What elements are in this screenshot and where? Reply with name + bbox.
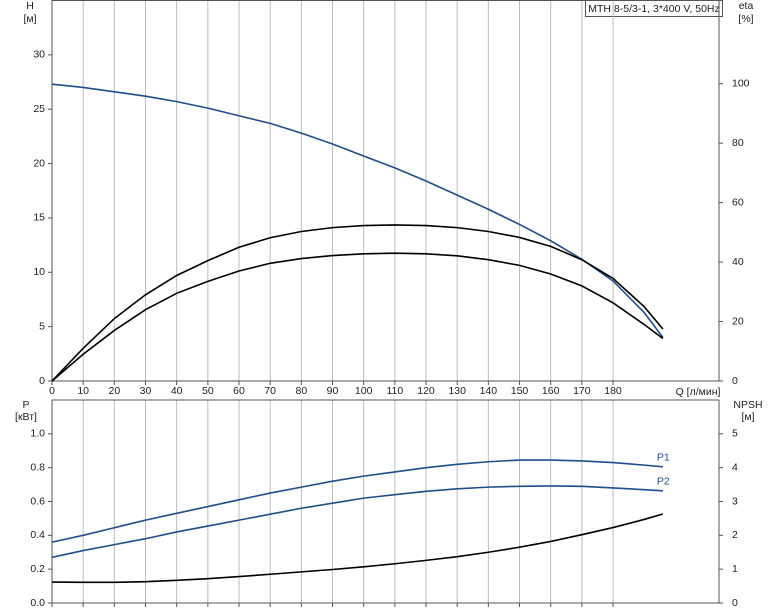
curve bbox=[51, 485, 663, 559]
curve-label: P2 bbox=[657, 476, 670, 488]
y-tick-label: 0.0 bbox=[30, 597, 45, 609]
y-tick-label: 0.6 bbox=[30, 495, 45, 507]
x-tick-label: 60 bbox=[233, 385, 245, 397]
y2-tick-label: 1 bbox=[732, 563, 738, 575]
x-tick-label: 10 bbox=[77, 385, 89, 397]
curve bbox=[51, 83, 664, 338]
y2-axis-unit: [м] bbox=[741, 411, 754, 423]
x-tick-label: 170 bbox=[573, 385, 591, 397]
y2-tick-label: 5 bbox=[732, 428, 738, 440]
y2-axis-label: eta bbox=[739, 0, 754, 12]
y-tick-label: 10 bbox=[33, 266, 45, 278]
x-tick-label: 130 bbox=[448, 385, 466, 397]
y-axis-label: H bbox=[26, 0, 34, 12]
y2-tick-label: 20 bbox=[732, 315, 744, 327]
curve bbox=[51, 224, 664, 382]
curve bbox=[51, 513, 664, 584]
y-tick-label: 25 bbox=[33, 103, 45, 115]
x-tick-label: 180 bbox=[604, 385, 622, 397]
y2-tick-label: 0 bbox=[732, 375, 738, 387]
x-tick-label: 80 bbox=[296, 385, 308, 397]
y2-tick-label: 40 bbox=[732, 256, 744, 268]
x-tick-label: 120 bbox=[417, 385, 435, 397]
x-tick-label: 0 bbox=[49, 385, 55, 397]
y2-tick-label: 0 bbox=[732, 597, 738, 609]
curve bbox=[51, 252, 664, 382]
y-axis-label: P bbox=[22, 399, 29, 411]
plot-frame bbox=[51, 399, 720, 604]
x-tick-label: 30 bbox=[140, 385, 152, 397]
x-tick-label: 110 bbox=[386, 385, 403, 397]
y-tick-label: 0 bbox=[39, 375, 45, 387]
y2-tick-label: 100 bbox=[732, 78, 750, 90]
y2-tick-label: 60 bbox=[732, 196, 744, 208]
y2-axis-unit: [%] bbox=[738, 13, 753, 25]
chart-title: MTH 8-5/3-1, 3*400 V, 50Hz bbox=[588, 3, 720, 15]
y2-tick-label: 2 bbox=[732, 529, 738, 541]
y-tick-label: 0.4 bbox=[30, 529, 45, 541]
y-tick-label: 0.8 bbox=[30, 461, 45, 473]
y-tick-label: 1.0 bbox=[30, 428, 45, 440]
x-tick-label: 90 bbox=[327, 385, 339, 397]
x-axis-label: Q [л/мин] bbox=[676, 386, 721, 398]
x-tick-label: 150 bbox=[511, 385, 529, 397]
y2-tick-label: 4 bbox=[732, 461, 738, 473]
y-tick-label: 15 bbox=[33, 212, 45, 224]
y-tick-label: 20 bbox=[33, 157, 45, 169]
y-axis-unit: [м] bbox=[23, 13, 36, 25]
y-tick-label: 30 bbox=[33, 49, 45, 61]
y-tick-label: 5 bbox=[39, 320, 45, 332]
y-axis-unit: [кВт] bbox=[15, 411, 37, 423]
y2-tick-label: 80 bbox=[732, 137, 744, 149]
x-tick-label: 40 bbox=[171, 385, 183, 397]
y2-axis-label: NPSH bbox=[733, 399, 762, 411]
y2-tick-label: 3 bbox=[732, 495, 738, 507]
x-tick-label: 20 bbox=[108, 385, 120, 397]
x-tick-label: 70 bbox=[264, 385, 276, 397]
x-tick-label: 100 bbox=[355, 385, 373, 397]
curve bbox=[51, 459, 663, 543]
y-tick-label: 0.2 bbox=[30, 563, 45, 575]
x-tick-label: 50 bbox=[202, 385, 214, 397]
curve-label: P1 bbox=[657, 452, 670, 464]
plot-frame bbox=[51, 0, 720, 382]
x-tick-label: 160 bbox=[542, 385, 560, 397]
x-tick-label: 140 bbox=[480, 385, 498, 397]
